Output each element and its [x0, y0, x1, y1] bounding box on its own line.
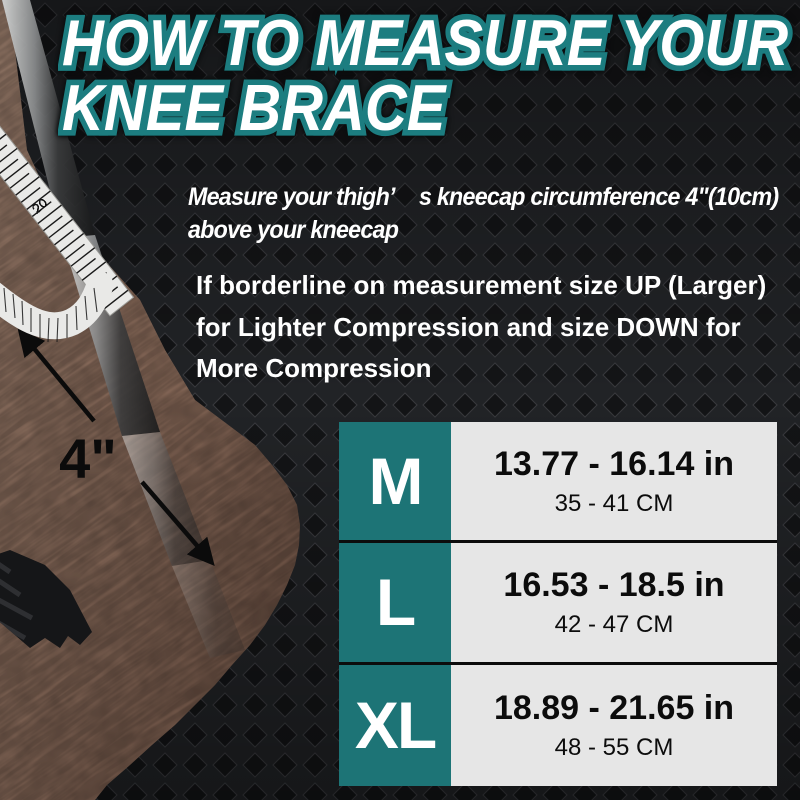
svg-text:4": 4"	[59, 427, 117, 490]
